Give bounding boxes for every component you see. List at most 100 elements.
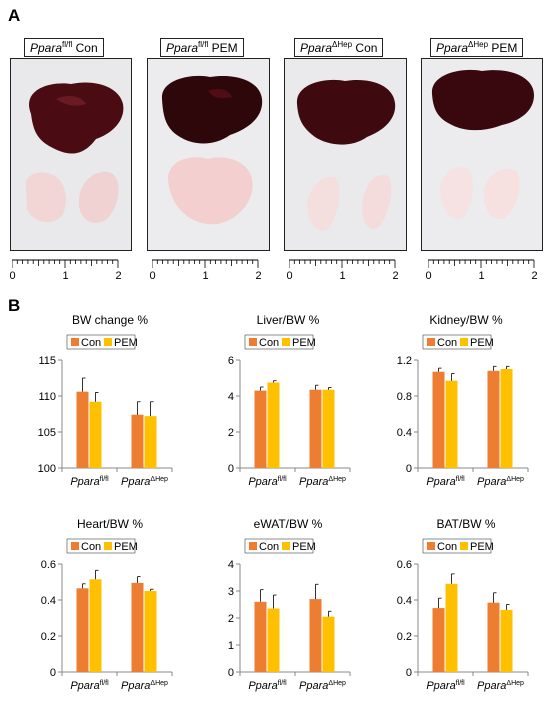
y-tick-label: 2	[228, 427, 234, 439]
ruler-4: 0 1 2	[425, 256, 546, 291]
x-tick-label-0: Pparafl/fl	[70, 476, 109, 488]
ruler-label-0: 0	[425, 270, 432, 282]
bar-con-0	[76, 391, 89, 468]
ruler-label-1: 1	[62, 270, 69, 282]
y-tick-label: 2	[228, 613, 234, 625]
photo-cond-4: PEM	[491, 41, 518, 55]
photo-label-3: PparaΔHep Con	[294, 38, 384, 57]
ruler-label-1: 1	[339, 270, 346, 282]
ruler-label-0: 0	[9, 270, 16, 282]
legend-box	[422, 538, 492, 554]
bar-con-1	[309, 599, 322, 672]
legend-label-pem: PEM	[292, 337, 316, 349]
x-label-superscript: ΔHep	[506, 680, 524, 687]
photo-label-4: PparaΔHep PEM	[430, 38, 524, 57]
y-tick-label: 0.4	[397, 427, 412, 439]
x-tick-label-0: Pparafl/fl	[426, 680, 465, 692]
chart-title: Kidney/BW %	[429, 313, 503, 327]
chart-title: Heart/BW %	[77, 517, 143, 531]
x-label-gene: Ppara	[70, 476, 99, 488]
bar-con-0	[432, 608, 445, 672]
bar-pem-0	[267, 382, 280, 468]
y-tick-label: 0	[228, 667, 234, 679]
x-label-gene: Ppara	[299, 476, 328, 488]
y-tick-label: 0	[406, 667, 412, 679]
x-label-superscript: fl/fl	[278, 680, 287, 687]
bar-pem-1	[322, 389, 335, 468]
chart-title: eWAT/BW %	[254, 517, 323, 531]
legend-swatch-pem	[104, 338, 112, 346]
legend-label-con: Con	[437, 337, 457, 349]
y-tick-label: 115	[38, 355, 56, 367]
y-tick-label: 100	[38, 463, 56, 475]
x-label-superscript: fl/fl	[456, 680, 465, 687]
bar-pem-1	[144, 591, 157, 672]
x-label-gene: Ppara	[426, 680, 455, 692]
bar-pem-0	[89, 401, 102, 468]
bar-pem-0	[445, 583, 458, 672]
chart-bw-change: BW change % Con PEM 100 105 110 115 Pparafl/fl P…	[22, 308, 182, 498]
bar-pem-0	[267, 608, 280, 672]
photo-label-2: Pparafl/fl PEM	[160, 38, 244, 57]
x-label-superscript: fl/fl	[100, 476, 109, 483]
chart-liver-bw: Liver/BW % Con PEM 0 2 4 6 Pparafl/fl PparaΔHep	[200, 308, 360, 498]
ruler-label-2: 2	[115, 270, 122, 282]
y-tick-label: 3	[228, 586, 234, 598]
ruler-3: 0 1 2	[287, 256, 407, 291]
y-tick-label: 0.4	[397, 595, 412, 607]
x-label-gene: Ppara	[299, 680, 328, 692]
photo-sup-4: ΔHep	[468, 40, 489, 49]
photo-gene-1: Ppara	[30, 41, 63, 55]
bar-pem-1	[500, 609, 513, 672]
bar-con-1	[131, 582, 144, 672]
legend-swatch-con	[427, 542, 435, 550]
x-label-superscript: fl/fl	[456, 476, 465, 483]
legend-label-con: Con	[437, 541, 457, 553]
panel-a-letter: A	[8, 6, 21, 25]
chart-heart-bw: Heart/BW % Con PEM 0 0.2 0.4 0.6 Pparafl/fl Ppar…	[22, 512, 182, 702]
y-tick-label: 0.4	[41, 595, 56, 607]
chart-title: BAT/BW %	[436, 517, 495, 531]
photo-sup-1: fl/fl	[62, 40, 73, 49]
y-tick-label: 4	[228, 391, 234, 403]
legend-box	[244, 538, 314, 554]
y-tick-label: 0	[50, 667, 56, 679]
bar-con-0	[76, 588, 89, 672]
bar-con-1	[131, 414, 144, 468]
photo-cond-1: Con	[75, 41, 98, 55]
legend-box	[244, 334, 314, 350]
y-tick-label: 1	[228, 640, 234, 652]
x-tick-label-1: PparaΔHep	[121, 476, 168, 488]
photo-ppara-flfl-con	[10, 58, 132, 251]
y-tick-label: 0	[406, 463, 412, 475]
legend-box	[66, 538, 136, 554]
x-label-gene: Ppara	[248, 680, 277, 692]
legend-swatch-con	[249, 338, 257, 346]
x-label-gene: Ppara	[121, 680, 150, 692]
legend-swatch-pem	[460, 542, 468, 550]
legend-box	[66, 334, 136, 350]
chart-bat-bw: BAT/BW % Con PEM 0 0.2 0.4 0.6 Pparafl/fl PparaΔ…	[378, 512, 538, 702]
y-tick-label: 0.6	[397, 559, 412, 571]
legend-swatch-con	[71, 542, 79, 550]
legend-swatch-con	[71, 338, 79, 346]
x-label-superscript: ΔHep	[328, 476, 346, 483]
y-tick-label: 0.6	[41, 559, 56, 571]
chart-title: BW change %	[72, 313, 148, 327]
photo-ppara-flfl-pem	[147, 58, 270, 251]
x-label-gene: Ppara	[248, 476, 277, 488]
bar-con-1	[487, 370, 500, 468]
x-label-gene: Ppara	[426, 476, 455, 488]
photo-ppara-dhep-con	[284, 58, 407, 251]
bar-pem-0	[445, 380, 458, 468]
y-tick-label: 110	[38, 391, 56, 403]
x-label-gene: Ppara	[121, 476, 150, 488]
legend-label-con: Con	[81, 337, 101, 349]
ruler-label-2: 2	[531, 270, 538, 282]
photo-label-1: Pparafl/fl Con	[24, 38, 104, 57]
ruler-label-0: 0	[149, 270, 156, 282]
